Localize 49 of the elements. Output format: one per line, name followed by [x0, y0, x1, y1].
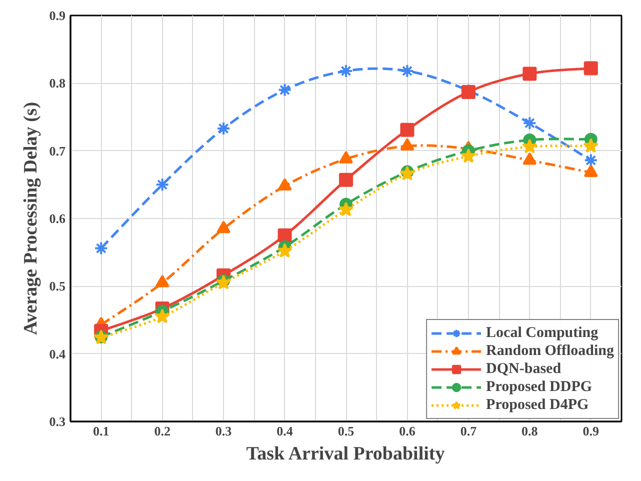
point [339, 64, 353, 78]
point [278, 82, 292, 97]
point [339, 172, 353, 187]
y-tick-label: 0.7 [49, 143, 66, 158]
point [94, 241, 108, 256]
point [338, 202, 354, 216]
x-tick-label: 0.5 [338, 424, 355, 438]
point [584, 153, 598, 168]
point [216, 122, 231, 136]
point [583, 138, 599, 153]
x-axis-title: Task Arrival Probability [246, 444, 446, 464]
legend-label: Proposed D4PG [486, 396, 589, 414]
x-tick-label: 0.7 [460, 424, 478, 438]
point [216, 220, 231, 234]
y-tick-label: 0.9 [49, 8, 66, 23]
y-tick-label: 0.4 [49, 346, 66, 362]
point [155, 274, 170, 288]
legend-label: Local Computing [486, 324, 598, 342]
x-tick-label: 0.2 [154, 424, 170, 438]
point [584, 164, 598, 177]
x-tick-label: 0.3 [215, 424, 232, 438]
x-tick-label: 0.1 [92, 424, 110, 438]
legend-label: Random Offloading [486, 342, 614, 360]
point [400, 64, 414, 78]
point [584, 61, 598, 76]
x-tick-label: 0.4 [276, 424, 294, 438]
point [154, 308, 170, 324]
point [278, 228, 292, 242]
x-tick-label: 0.9 [582, 424, 600, 438]
y-tick-label: 0.6 [49, 211, 66, 226]
x-tick-label: 0.8 [522, 424, 538, 438]
y-tick-label: 0.3 [49, 414, 66, 429]
point [277, 242, 292, 258]
y-tick-label: 0.8 [49, 76, 66, 91]
point [400, 138, 414, 151]
point [339, 151, 353, 164]
point [522, 138, 538, 154]
point [522, 116, 537, 130]
y-tick-label: 0.5 [49, 278, 66, 294]
point [460, 148, 476, 163]
point [522, 66, 537, 81]
point [278, 178, 292, 190]
x-tick-label: 0.6 [399, 424, 416, 438]
point [400, 122, 414, 137]
point [155, 178, 170, 192]
point [522, 152, 537, 165]
legend-label: DQN-based [486, 360, 562, 378]
legend-label: Proposed DDPG [486, 378, 592, 396]
y-axis-title: Average Processing Delay (s) [20, 102, 42, 336]
